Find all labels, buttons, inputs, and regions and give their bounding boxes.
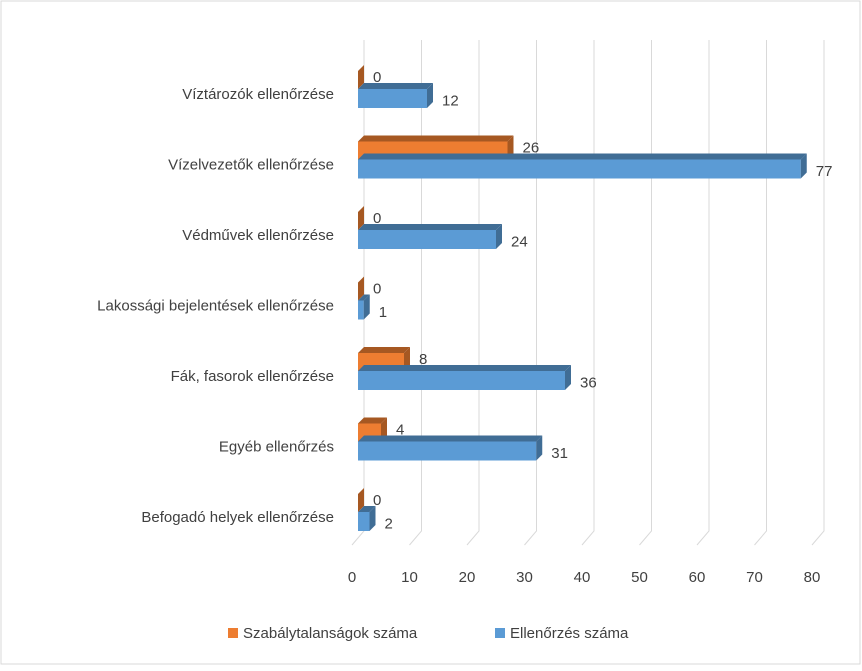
grid-line [409,40,422,546]
bar-top [358,506,376,512]
bar-side [536,435,543,461]
x-tick-label: 50 [631,569,648,586]
data-label: 4 [396,421,404,438]
bar [358,89,427,108]
bar [358,230,496,249]
data-label: 24 [511,233,528,250]
grid-line [639,40,652,546]
bar-side [358,206,364,230]
bar [358,441,537,461]
x-tick-label: 0 [348,569,356,586]
grid-line [466,40,480,546]
data-label: 12 [442,92,459,109]
grid-line [811,40,825,546]
legend-label: Ellenőrzés száma [510,625,629,642]
bar [358,159,801,179]
grid-line [524,40,537,546]
data-label: 8 [419,351,427,368]
y-tick-label: Egyéb ellenőrzés [219,438,334,455]
data-label: 0 [373,69,381,86]
data-label: 0 [373,492,381,509]
x-tick-label: 20 [459,569,476,586]
x-tick-label: 60 [689,569,706,586]
grid-line [754,40,767,546]
data-label: 2 [385,515,393,532]
x-tick-label: 40 [574,569,591,586]
y-tick-label: Lakossági bejelentések ellenőrzése [97,297,334,314]
x-tick-label: 30 [516,569,533,586]
bar-side [565,365,571,390]
bar-side [358,488,364,512]
data-label: 1 [379,304,387,321]
data-label: 26 [523,139,540,156]
bar-side [427,83,433,108]
bar-side [369,506,376,531]
y-tick-label: Befogadó helyek ellenőrzése [141,509,334,526]
bar-side [363,294,370,320]
bar-side [496,224,502,249]
y-tick-label: Védművek ellenőrzése [182,227,334,244]
bar-top [358,224,502,230]
bar-side [800,153,807,179]
y-tick-label: Fák, fasorok ellenőrzése [171,368,334,385]
y-tick-label: Víztározók ellenőrzése [182,86,334,103]
y-tick-label: Vízelvezetők ellenőrzése [168,156,334,173]
legend-swatch [228,628,238,638]
bar [358,300,364,320]
x-tick-label: 80 [804,569,821,586]
bar-top [358,135,514,142]
data-label: 77 [816,163,833,180]
x-tick-label: 70 [746,569,763,586]
bar-top [358,365,571,371]
x-tick-label: 10 [401,569,418,586]
bar-top [358,83,433,89]
legend-label: Szabálytalanságok száma [243,625,418,642]
bar-side [358,276,364,301]
bar [358,512,370,531]
bar-top [358,435,543,442]
bar-top [358,417,387,424]
data-label: 0 [373,210,381,227]
legend-swatch [495,628,505,638]
grid-line [696,40,710,546]
bar-side [358,65,364,89]
bar [358,371,565,390]
bar-top [358,294,370,301]
data-label: 0 [373,280,381,297]
bar-top [358,347,410,353]
data-label: 36 [580,374,597,391]
data-label: 31 [551,445,568,462]
bar-top [358,153,807,160]
grid-line [581,40,595,546]
